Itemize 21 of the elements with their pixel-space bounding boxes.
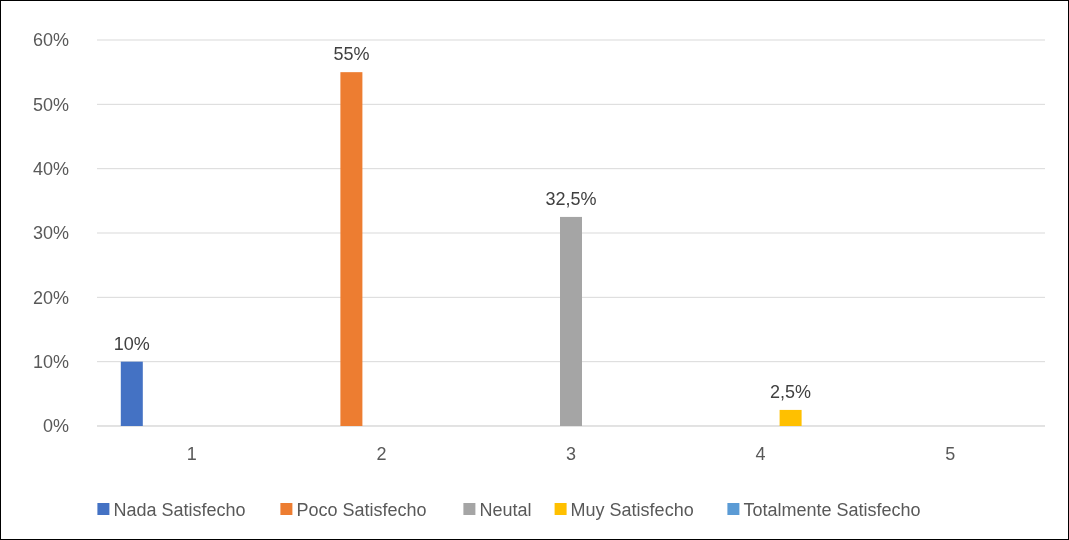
- data-label: 32,5%: [545, 188, 597, 209]
- legend-label: Muy Satisfecho: [570, 500, 694, 521]
- data-label: 55%: [333, 44, 370, 65]
- data-label: 10%: [113, 333, 150, 354]
- x-tick-label: 3: [565, 444, 577, 464]
- y-tick-label: 30%: [32, 223, 69, 244]
- legend-label: Nada Satisfecho: [113, 500, 246, 521]
- y-tick-label: 10%: [32, 351, 69, 372]
- y-tick-label: 40%: [32, 158, 69, 179]
- x-tick-label: 5: [945, 444, 956, 464]
- legend-label: Neutal: [479, 500, 532, 521]
- y-tick-label: 20%: [32, 287, 69, 308]
- x-tick-label: 1: [186, 444, 197, 464]
- y-tick-label: 50%: [32, 94, 69, 115]
- legend-label: Poco Satisfecho: [296, 500, 427, 521]
- x-tick-label: 2: [376, 444, 387, 464]
- data-label: 2,5%: [770, 381, 812, 402]
- x-tick-label: 4: [755, 444, 766, 464]
- y-tick-label: 60%: [32, 30, 69, 51]
- y-tick-label: 0%: [42, 416, 69, 437]
- legend-label: Totalmente Satisfecho: [743, 500, 921, 521]
